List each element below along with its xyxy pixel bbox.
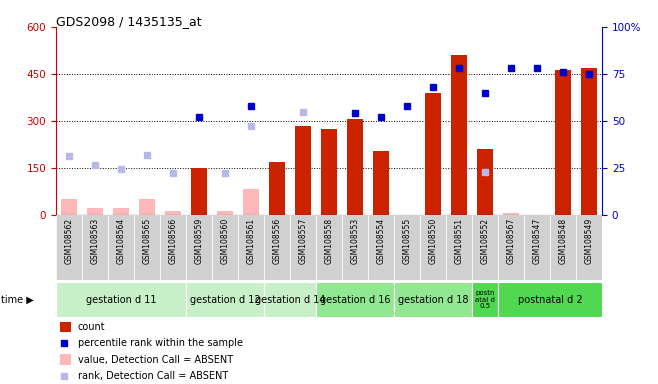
- FancyBboxPatch shape: [316, 282, 394, 317]
- Bar: [555, 70, 571, 215]
- FancyBboxPatch shape: [498, 282, 602, 317]
- Text: gestation d 16: gestation d 16: [320, 295, 390, 305]
- Bar: [295, 126, 311, 215]
- Text: GSM108555: GSM108555: [403, 218, 411, 264]
- Text: GSM108547: GSM108547: [532, 218, 542, 264]
- Bar: [477, 214, 493, 215]
- Bar: [186, 215, 212, 280]
- Text: postnatal d 2: postnatal d 2: [518, 295, 582, 305]
- Bar: [316, 215, 342, 280]
- Bar: [347, 119, 363, 215]
- FancyBboxPatch shape: [472, 282, 498, 317]
- Bar: [576, 215, 602, 280]
- Bar: [134, 215, 160, 280]
- Bar: [269, 162, 285, 215]
- Bar: [368, 215, 394, 280]
- Text: GSM108551: GSM108551: [455, 218, 463, 264]
- FancyBboxPatch shape: [186, 282, 264, 317]
- Bar: [290, 215, 316, 280]
- Text: value, Detection Call = ABSENT: value, Detection Call = ABSENT: [78, 354, 233, 364]
- Bar: [238, 215, 264, 280]
- Bar: [498, 215, 524, 280]
- Bar: [425, 93, 441, 215]
- Bar: [61, 199, 77, 215]
- Text: GSM108563: GSM108563: [90, 218, 99, 264]
- FancyBboxPatch shape: [394, 282, 472, 317]
- Text: GSM108566: GSM108566: [168, 218, 178, 264]
- Bar: [61, 354, 71, 365]
- Text: GSM108561: GSM108561: [247, 218, 255, 264]
- Text: GDS2098 / 1435135_at: GDS2098 / 1435135_at: [56, 15, 201, 28]
- Text: GSM108549: GSM108549: [584, 218, 594, 264]
- Text: percentile rank within the sample: percentile rank within the sample: [78, 338, 243, 348]
- Bar: [82, 215, 108, 280]
- Text: GSM108550: GSM108550: [428, 218, 438, 264]
- Text: GSM108557: GSM108557: [299, 218, 307, 264]
- Text: gestation d 18: gestation d 18: [398, 295, 468, 305]
- Bar: [394, 215, 420, 280]
- Bar: [342, 215, 368, 280]
- Bar: [160, 215, 186, 280]
- Bar: [217, 211, 233, 215]
- Text: GSM108567: GSM108567: [507, 218, 516, 264]
- Text: count: count: [78, 322, 105, 332]
- Bar: [373, 151, 389, 215]
- Bar: [581, 68, 597, 215]
- Bar: [472, 215, 498, 280]
- Text: GSM108548: GSM108548: [559, 218, 568, 264]
- Text: GSM108565: GSM108565: [142, 218, 151, 264]
- FancyBboxPatch shape: [56, 282, 186, 317]
- Bar: [87, 208, 103, 215]
- Text: GSM108564: GSM108564: [116, 218, 126, 264]
- Text: rank, Detection Call = ABSENT: rank, Detection Call = ABSENT: [78, 371, 228, 381]
- Bar: [243, 189, 259, 215]
- Bar: [451, 55, 467, 215]
- Text: gestation d 14: gestation d 14: [255, 295, 325, 305]
- Text: postn
atal d
0.5: postn atal d 0.5: [475, 290, 495, 309]
- Bar: [477, 149, 493, 215]
- Text: gestation d 11: gestation d 11: [86, 295, 156, 305]
- Text: GSM108558: GSM108558: [324, 218, 334, 264]
- Text: GSM108562: GSM108562: [64, 218, 74, 264]
- Bar: [113, 208, 129, 215]
- Bar: [420, 215, 446, 280]
- Text: GSM108556: GSM108556: [272, 218, 282, 264]
- Text: GSM108559: GSM108559: [195, 218, 203, 264]
- Text: time ▶: time ▶: [1, 295, 34, 305]
- Bar: [550, 215, 576, 280]
- Bar: [446, 215, 472, 280]
- Bar: [212, 215, 238, 280]
- Bar: [524, 215, 550, 280]
- Text: gestation d 12: gestation d 12: [190, 295, 261, 305]
- Bar: [165, 211, 181, 215]
- FancyBboxPatch shape: [264, 282, 316, 317]
- Bar: [191, 168, 207, 215]
- Text: GSM108552: GSM108552: [480, 218, 490, 264]
- Text: GSM108560: GSM108560: [220, 218, 230, 264]
- Bar: [321, 129, 337, 215]
- Bar: [264, 215, 290, 280]
- Bar: [108, 215, 134, 280]
- Text: GSM108554: GSM108554: [376, 218, 386, 264]
- Bar: [56, 215, 82, 280]
- Bar: [139, 199, 155, 215]
- Bar: [61, 322, 71, 332]
- Bar: [503, 214, 519, 215]
- Text: GSM108553: GSM108553: [351, 218, 359, 264]
